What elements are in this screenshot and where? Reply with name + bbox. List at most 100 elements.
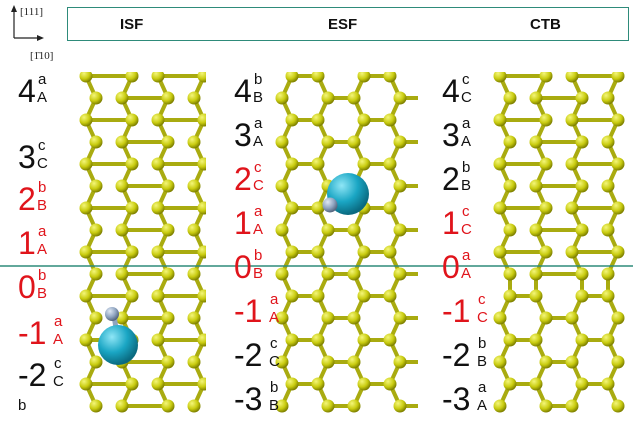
atom (503, 91, 517, 105)
axis-up-label: [111] (20, 6, 44, 18)
atom (539, 157, 553, 171)
layer-site-upper: C (53, 373, 64, 390)
atom (575, 135, 589, 149)
atom (393, 355, 407, 369)
layer-index: -3 (442, 381, 471, 417)
layer-site-upper: C (37, 155, 48, 172)
atom (285, 157, 299, 171)
layer-site-upper: A (253, 221, 264, 238)
bond (426, 76, 436, 98)
atom (311, 245, 325, 259)
layer-site-upper: B (269, 397, 280, 414)
layer-index: 0 (18, 269, 36, 305)
atom (275, 91, 289, 105)
layer-site-lower: a (478, 379, 487, 396)
atom (285, 377, 299, 391)
atom (611, 201, 625, 215)
atom (357, 245, 371, 259)
layer-site-lower: b (18, 397, 27, 414)
atom (420, 400, 433, 413)
atom (89, 179, 103, 193)
atom (347, 355, 361, 369)
axis-right-label: [1̄10] (30, 50, 54, 62)
title-isf: ISF (120, 16, 144, 33)
atom (151, 289, 165, 303)
atom (493, 355, 507, 369)
title-ctb: CTB (530, 16, 561, 33)
axes-arrows (11, 5, 44, 41)
atom (601, 223, 615, 237)
atom (89, 223, 103, 237)
layer-site-upper: C (461, 221, 472, 238)
atom (125, 113, 139, 127)
atom (575, 179, 589, 193)
atom (197, 289, 206, 303)
atom (503, 267, 517, 281)
atom (161, 179, 175, 193)
atom (420, 268, 433, 281)
layer-index: 0 (442, 249, 460, 285)
bond (426, 274, 436, 296)
layer-site-lower: b (270, 379, 279, 396)
layer-site-lower: c (462, 71, 470, 88)
layer-site-upper: B (477, 353, 488, 370)
atom (503, 289, 517, 303)
bond (426, 142, 436, 164)
layer-site-upper: A (269, 309, 280, 326)
atom (275, 179, 289, 193)
atom (503, 179, 517, 193)
atom (285, 333, 299, 347)
atom (151, 157, 165, 171)
bond (426, 318, 436, 340)
atom (321, 267, 335, 281)
atom (197, 333, 206, 347)
atom (161, 223, 175, 237)
atom (79, 289, 93, 303)
atom (275, 311, 289, 325)
atom (420, 224, 433, 237)
bond (426, 230, 436, 252)
layer-index: -2 (442, 337, 471, 373)
bond (426, 362, 436, 384)
layer-site-lower: a (462, 115, 471, 132)
atom (197, 113, 206, 127)
layer-index: -3 (234, 381, 263, 417)
layer-site-lower: a (462, 247, 471, 264)
atom (565, 201, 579, 215)
layer-site-lower: c (38, 137, 46, 154)
layer-site-lower: a (254, 115, 263, 132)
atom (187, 179, 201, 193)
atom (321, 91, 335, 105)
atom (503, 223, 517, 237)
layer-site-lower: a (38, 223, 47, 240)
atom (187, 399, 201, 413)
atom (529, 91, 543, 105)
atom (89, 135, 103, 149)
layer-site-lower: b (38, 179, 47, 196)
atom (493, 113, 507, 127)
atom (347, 223, 361, 237)
atom (539, 72, 553, 83)
layer-site-lower: a (38, 71, 47, 88)
header-box: ISF ESF CTB (67, 7, 629, 41)
bond (426, 384, 436, 406)
atom (151, 377, 165, 391)
layer-site-lower: a (270, 291, 279, 308)
atom (611, 157, 625, 171)
layer-site-lower: b (254, 247, 263, 264)
layer-site-lower: c (254, 159, 262, 176)
atom (79, 245, 93, 259)
atom (430, 158, 443, 171)
atom (275, 267, 289, 281)
atom (383, 157, 397, 171)
atom (529, 267, 543, 281)
layer-site-lower: c (462, 203, 470, 220)
atom (529, 289, 543, 303)
layer-site-lower: b (38, 267, 47, 284)
atom (151, 245, 165, 259)
atom (357, 157, 371, 171)
layer-site-upper: A (53, 331, 64, 348)
atom (89, 267, 103, 281)
atom (275, 399, 289, 413)
atom (383, 113, 397, 127)
